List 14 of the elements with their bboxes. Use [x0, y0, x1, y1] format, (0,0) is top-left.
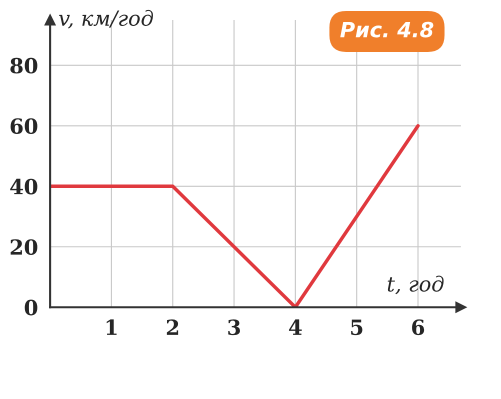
y-tick-label: 80 — [10, 58, 38, 74]
x-tick-label: 4 — [288, 319, 302, 335]
y-tick-label: 20 — [10, 239, 38, 255]
y-tick-label: 40 — [10, 178, 38, 194]
x-tick-label: 3 — [228, 319, 240, 336]
x-axis-title: t, год — [388, 276, 444, 294]
chart-title: Рис. 4.8 — [340, 22, 434, 38]
y-tick-label: 0 — [24, 300, 38, 316]
x-tick-label: 6 — [412, 319, 424, 336]
y-axis-title: v, км/год — [59, 10, 153, 29]
x-tick-label: 5 — [351, 320, 362, 336]
y-tick-label: 60 — [10, 118, 38, 134]
x-tick-label: 2 — [166, 319, 178, 335]
x-tick-label: 1 — [106, 319, 117, 335]
